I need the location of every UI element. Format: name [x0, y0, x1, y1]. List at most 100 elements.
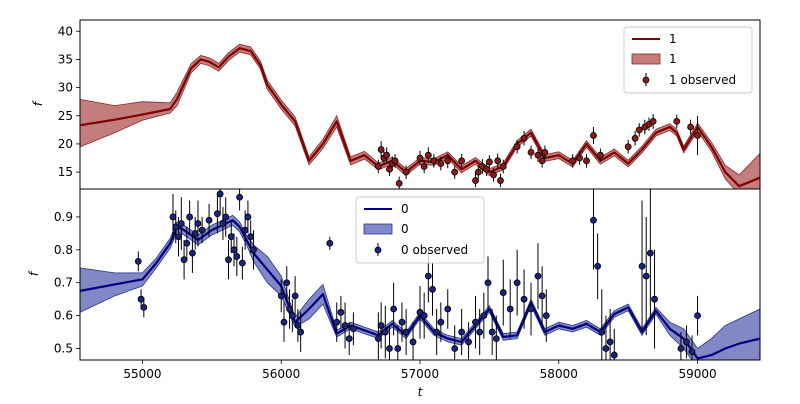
top-observed-point [494, 157, 502, 165]
bottom-observed-point [381, 328, 389, 336]
bottom-observed-point [216, 190, 224, 198]
bottom-legend-box [355, 196, 485, 264]
bottom-observed-point [429, 285, 436, 293]
bottom-observed-point [444, 305, 452, 313]
bottom-observed-point [542, 312, 550, 320]
top-observed-point [451, 168, 459, 176]
bottom-observed-point [651, 295, 658, 303]
bottom-observed-point [606, 338, 614, 346]
bottom-observed-point [394, 345, 402, 352]
top-observed-point [520, 134, 528, 142]
bottom-observed-point [175, 233, 182, 241]
x-tick-label: 58000 [540, 367, 578, 381]
bottom-legend-point-swatch [374, 246, 382, 254]
bottom-observed-point [590, 216, 597, 224]
bottom-observed-point [377, 322, 385, 329]
bottom-observed-point [386, 345, 393, 352]
top-y-axis-label: f [31, 100, 45, 106]
top-observed-point [395, 179, 403, 187]
bottom-observed-point [472, 318, 479, 326]
bottom-observed-point [238, 259, 246, 267]
bottom-observed-point [610, 351, 618, 359]
bottom-observed-point [499, 289, 507, 296]
bottom-observed-point [506, 305, 514, 313]
top-observed-point [416, 154, 424, 162]
bottom-observed-point [520, 295, 528, 303]
bottom-observed-point [191, 229, 199, 237]
bottom-observed-point [398, 318, 406, 326]
bottom-observed-point [688, 348, 696, 356]
bottom-observed-point [534, 272, 542, 280]
bottom-observed-point [227, 233, 235, 241]
bottom-observed-point [458, 328, 466, 336]
bottom-y-axis-label: f [27, 270, 41, 276]
bottom-observed-point [286, 305, 293, 313]
top-observed-point [490, 171, 497, 179]
top-legend-entry-band: 1 [669, 52, 677, 66]
top-y-tick-label: 40 [58, 24, 73, 38]
bottom-observed-point [513, 279, 521, 287]
bottom-observed-point [247, 233, 255, 241]
bottom-observed-point [186, 213, 194, 221]
bottom-observed-point [222, 213, 230, 221]
bottom-observed-point [236, 193, 243, 201]
top-y-tick-label: 15 [58, 165, 73, 179]
top-panel: 15 20 25 30 35 40 f 1 1 1 observed [31, 19, 761, 190]
bottom-y-tick-label: 0.6 [54, 309, 73, 323]
top-y-tick-label: 30 [58, 81, 73, 95]
bottom-observed-point [341, 322, 349, 329]
bottom-observed-point [177, 220, 185, 227]
bottom-observed-point [476, 328, 484, 336]
bottom-observed-point [538, 292, 546, 300]
top-observed-point [497, 177, 504, 184]
bottom-observed-point [598, 328, 606, 336]
bottom-observed-point [337, 308, 345, 316]
top-observed-point [541, 148, 549, 156]
bottom-observed-point [183, 239, 191, 247]
top-observed-point [374, 163, 382, 170]
bottom-observed-point [283, 279, 291, 287]
top-observed-point [430, 157, 438, 165]
bottom-observed-point [390, 305, 398, 313]
bottom-observed-point [140, 303, 148, 311]
bottom-observed-point [345, 335, 353, 343]
bottom-legend-entry-line: 0 [401, 202, 409, 216]
bottom-observed-point [492, 335, 500, 343]
x-tick-label: 56000 [262, 367, 300, 381]
top-observed-point [590, 132, 597, 139]
bottom-y-tick-label: 0.8 [54, 243, 73, 257]
bottom-observed-point [602, 345, 610, 352]
bottom-y-tick-label: 0.5 [54, 341, 73, 355]
x-axis-label: t [418, 385, 424, 399]
bottom-observed-point [642, 272, 650, 280]
bottom-observed-point [480, 312, 488, 320]
bottom-observed-point [241, 226, 249, 234]
top-observed-point [391, 157, 399, 165]
top-observed-point [576, 154, 583, 162]
bottom-observed-point [213, 210, 221, 218]
bottom-observed-point [180, 256, 188, 264]
bottom-observed-point [437, 318, 445, 326]
bottom-observed-point [527, 305, 535, 313]
top-legend-entry-line: 1 [669, 32, 677, 46]
top-legend-band-swatch [631, 53, 661, 65]
top-legend-entry-observed: 1 observed [669, 73, 736, 87]
bottom-observed-point [134, 257, 142, 265]
bottom-observed-point [420, 312, 428, 320]
x-tick-label: 59000 [678, 367, 716, 381]
bottom-observed-point [198, 226, 206, 234]
bottom-observed-point [424, 272, 432, 280]
top-observed-point [383, 151, 391, 159]
top-y-tick-label: 25 [58, 109, 73, 123]
bottom-observed-point [250, 246, 257, 254]
bottom-observed-point [194, 220, 202, 227]
top-observed-point [472, 177, 479, 184]
top-observed-point [458, 157, 466, 165]
bottom-observed-point [409, 338, 417, 346]
bottom-observed-point [349, 325, 357, 333]
top-observed-point [687, 123, 695, 131]
bottom-observed-point [326, 239, 334, 247]
top-observed-point [569, 157, 577, 165]
top-observed-point [474, 168, 482, 176]
top-legend-box [623, 26, 753, 94]
